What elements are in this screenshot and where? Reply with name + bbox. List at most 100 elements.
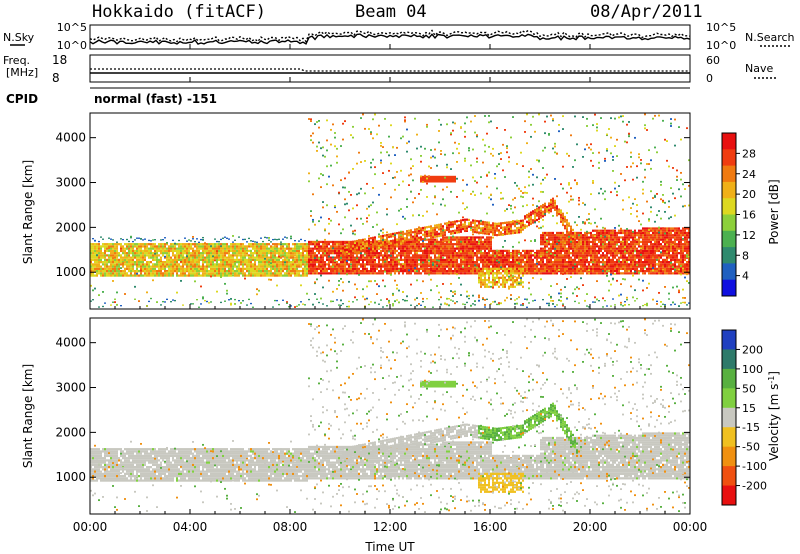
power-cell	[372, 187, 374, 189]
power-cell	[522, 269, 524, 273]
power-cell	[470, 164, 472, 167]
power-cell	[520, 226, 522, 229]
power-cell	[232, 265, 234, 268]
power-cell	[282, 265, 284, 268]
power-cell	[446, 222, 448, 225]
power-cell	[432, 229, 434, 232]
power-cell	[350, 254, 352, 257]
power-cell	[540, 269, 542, 273]
power-cell	[438, 272, 440, 275]
power-cell	[524, 239, 526, 242]
power-cell	[314, 240, 316, 244]
power-cell	[478, 278, 480, 282]
power-cell	[264, 249, 266, 253]
power-cell	[536, 212, 538, 215]
power-cell	[540, 205, 542, 208]
power-cell	[556, 263, 558, 266]
power-cell	[548, 132, 550, 135]
power-cell	[250, 302, 252, 305]
power-cell	[458, 152, 460, 155]
power-cell	[418, 193, 420, 195]
power-cell	[274, 247, 276, 250]
power-cell	[456, 261, 458, 264]
power-cell	[472, 265, 474, 268]
power-cell	[394, 249, 396, 253]
power-cell	[406, 258, 408, 262]
power-cell	[406, 234, 408, 237]
power-cell	[284, 254, 286, 257]
power-cell	[382, 239, 384, 241]
power-cell	[486, 230, 488, 233]
power-cell	[284, 267, 286, 270]
power-cell	[468, 240, 470, 244]
power-cell	[496, 227, 498, 230]
power-cell	[354, 296, 356, 299]
power-cell	[488, 196, 490, 199]
power-cell	[128, 240, 130, 243]
power-cell	[248, 249, 250, 253]
power-cell	[470, 240, 472, 244]
power-cell	[504, 230, 506, 233]
power-cell	[112, 247, 114, 250]
power-cell	[486, 298, 488, 300]
power-cell	[240, 263, 242, 266]
power-cell	[538, 159, 540, 162]
power-cell	[246, 241, 248, 243]
power-cell	[286, 274, 288, 277]
power-cell	[392, 247, 394, 250]
power-cell	[318, 126, 320, 129]
power-cell	[276, 274, 278, 277]
power-cell	[192, 247, 194, 250]
power-cell	[502, 265, 504, 268]
power-cell	[192, 269, 194, 273]
power-cell	[90, 243, 92, 246]
power-cell	[130, 249, 132, 253]
power-cell	[342, 269, 344, 273]
power-cell	[106, 245, 108, 248]
power-cell	[310, 263, 312, 266]
power-cell	[108, 265, 110, 268]
power-cell	[372, 261, 374, 264]
power-cell	[466, 263, 468, 266]
power-cell	[506, 223, 508, 226]
power-cell	[400, 247, 402, 250]
power-cell	[308, 256, 310, 258]
power-cell	[468, 297, 470, 300]
power-cell	[194, 280, 196, 283]
power-cell	[392, 241, 394, 245]
power-cell	[202, 265, 204, 268]
power-cell	[362, 249, 364, 253]
power-cell	[540, 240, 542, 244]
power-cell	[166, 274, 168, 277]
power-cell	[304, 265, 306, 268]
power-cell	[464, 227, 466, 230]
power-cell	[310, 134, 312, 137]
power-cell	[440, 254, 442, 257]
power-cell	[98, 267, 100, 270]
power-cell	[384, 241, 386, 244]
power-cell	[490, 120, 492, 123]
power-cell	[378, 193, 380, 196]
power-cell	[142, 249, 144, 253]
power-cell	[114, 269, 116, 273]
power-cell	[396, 299, 398, 301]
power-cell	[212, 267, 214, 270]
power-cell	[246, 261, 248, 264]
power-cell	[404, 267, 406, 269]
power-cell	[260, 270, 262, 273]
power-cell	[330, 258, 332, 262]
power-cell	[308, 240, 310, 244]
power-cell	[456, 229, 458, 232]
power-cell	[240, 252, 242, 255]
power-cell	[526, 220, 528, 223]
power-cell	[104, 245, 106, 248]
power-cell	[474, 247, 476, 250]
power-cell	[544, 120, 546, 123]
power-cell	[308, 263, 310, 266]
power-cell	[474, 252, 476, 255]
power-cell	[548, 247, 550, 250]
power-cell	[462, 256, 464, 259]
power-cell	[94, 243, 96, 246]
power-cell	[520, 195, 522, 198]
power-cell	[542, 203, 544, 207]
